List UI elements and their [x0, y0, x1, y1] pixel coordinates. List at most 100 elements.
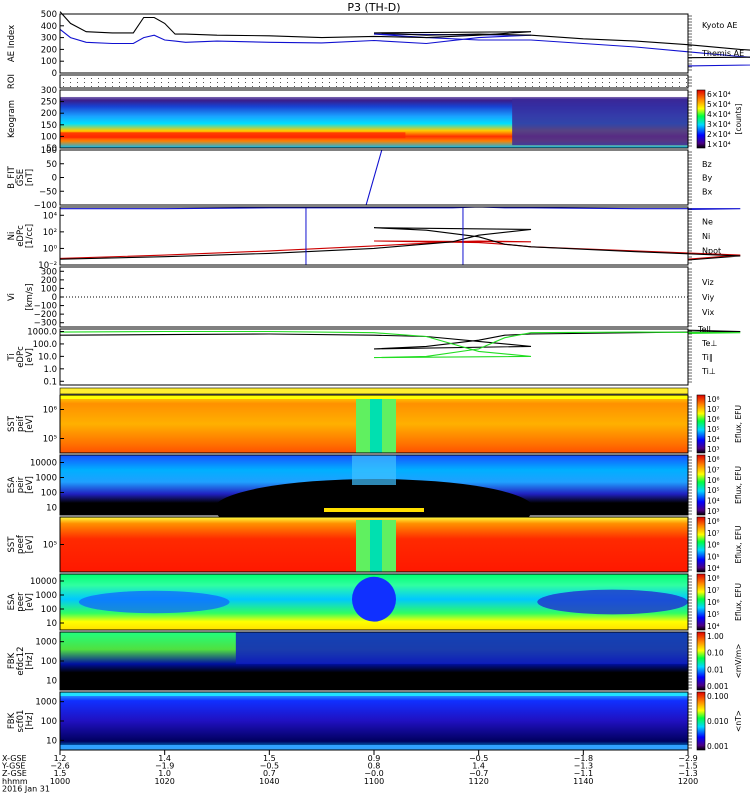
- roi-dot: [371, 82, 372, 83]
- roi-dot: [378, 82, 379, 83]
- fbk2-colorbar-label: <nT>: [734, 710, 743, 732]
- esa1-ylabel: peir: [16, 476, 26, 493]
- ae-ytick-label: 0: [52, 69, 57, 79]
- xaxis-value: 1000: [50, 777, 70, 786]
- roi-dot: [364, 78, 365, 79]
- roi-dot: [581, 86, 582, 87]
- xaxis-row-label: Y-GSE: [1, 762, 25, 771]
- roi-dot: [476, 86, 477, 87]
- sst1-colorbar-tick: 10⁶: [707, 415, 720, 424]
- ae-frame: [59, 13, 689, 74]
- roi-dot: [70, 86, 71, 87]
- roi-dot: [203, 78, 204, 79]
- roi-dot: [539, 82, 540, 83]
- xaxis-value: −0.7: [469, 769, 488, 778]
- density-series-ni: [59, 227, 741, 261]
- esa1-ylabel: [eV]: [25, 476, 35, 494]
- roi-dot: [147, 86, 148, 87]
- fbk2-top-band: [60, 692, 688, 696]
- roi-dot: [567, 78, 568, 79]
- sst2-ylabel: peef: [16, 534, 26, 554]
- roi-dot: [483, 86, 484, 87]
- fbk2-ytick-label: 1000: [35, 698, 57, 708]
- roi-dot: [287, 86, 288, 87]
- roi-dot: [399, 78, 400, 79]
- roi-dot: [469, 82, 470, 83]
- roi-dot: [119, 78, 120, 79]
- temperature-legend-top: Tell: [697, 325, 711, 334]
- roi-dot: [525, 78, 526, 79]
- ae-ytick-label: 500: [41, 10, 57, 20]
- density-ylabel: Ni: [7, 232, 17, 241]
- roi-dot: [280, 78, 281, 79]
- roi-dot: [84, 82, 85, 83]
- roi-dot: [581, 78, 582, 79]
- roi-dot: [420, 78, 421, 79]
- roi-dot: [504, 86, 505, 87]
- xaxis-value: 1.2: [54, 754, 67, 763]
- roi-dot: [651, 82, 652, 83]
- sst2-colorbar-tick: 10⁷: [707, 529, 720, 538]
- roi-dot: [511, 78, 512, 79]
- xaxis-value: −1.3: [574, 762, 593, 771]
- roi-dot: [644, 86, 645, 87]
- keogram-colorbar-tick: 5×10⁴: [707, 100, 731, 109]
- roi-dot: [294, 82, 295, 83]
- ae-series-kyotoae: [59, 28, 750, 67]
- roi-dot: [301, 86, 302, 87]
- esa1-frame: [59, 454, 689, 516]
- roi-dot: [140, 78, 141, 79]
- fbk2-colorbar-tick: 0.001: [707, 742, 729, 751]
- roi-dot: [357, 86, 358, 87]
- roi-dot: [238, 86, 239, 87]
- roi-dot: [259, 78, 260, 79]
- sst1-colorbar-tick: 10⁸: [707, 395, 720, 404]
- roi-dot: [266, 78, 267, 79]
- roi-dot: [322, 86, 323, 87]
- roi-dot: [385, 82, 386, 83]
- velocity-ytick-label: −200: [34, 310, 57, 320]
- sst1-trough-left: [356, 398, 370, 453]
- roi-dot: [490, 86, 491, 87]
- fbk2-ylabel: [Hz]: [25, 712, 35, 730]
- roi-dot: [595, 82, 596, 83]
- roi-dot: [378, 86, 379, 87]
- roi-dot: [266, 86, 267, 87]
- velocity-legend-item: Viy: [702, 293, 715, 302]
- roi-dot: [644, 82, 645, 83]
- esa2-center-blob: [352, 576, 396, 622]
- density-ylabel: [1/cc]: [25, 224, 35, 248]
- plot-title: P3 (TH-D): [347, 1, 400, 14]
- roi-dot: [175, 82, 176, 83]
- fbk2-ylabel: scf01: [16, 710, 26, 733]
- roi-dot: [91, 78, 92, 79]
- roi-dot: [224, 86, 225, 87]
- sst2-colorbar-label: Eflux, EFU: [734, 526, 743, 564]
- xaxis-value: 1.4: [472, 762, 485, 771]
- roi-dot: [70, 82, 71, 83]
- roi-dot: [665, 78, 666, 79]
- sst1-ylabel: [eV]: [25, 415, 35, 433]
- xaxis-row-label: Z-GSE: [2, 769, 27, 778]
- roi-dot: [595, 78, 596, 79]
- fbk2-ylabel: FBK: [7, 712, 17, 729]
- esa2-colorbar-tick: 10⁶: [707, 598, 720, 607]
- roi-dot: [406, 82, 407, 83]
- roi-dot: [112, 86, 113, 87]
- roi-dot: [651, 86, 652, 87]
- keogram-ylabel: Keogram: [7, 100, 17, 138]
- xaxis-value: 1040: [259, 777, 279, 786]
- roi-dot: [322, 78, 323, 79]
- roi-dot: [224, 82, 225, 83]
- esa2-right-blob: [537, 589, 688, 615]
- roi-dot: [112, 82, 113, 83]
- velocity-ytick-label: 100: [41, 284, 57, 294]
- bfield-ytick-label: 50: [46, 160, 57, 170]
- roi-dot: [434, 82, 435, 83]
- roi-dot: [567, 82, 568, 83]
- panel-sst2: 10⁵ SST peef [eV] 10⁸ 10⁷ 10⁶ 10⁵ 10⁴ Eflux, EFU: [7, 516, 743, 573]
- roi-dot: [553, 82, 554, 83]
- fbk1-ylabel: efdc12: [16, 646, 26, 675]
- roi-dot: [364, 86, 365, 87]
